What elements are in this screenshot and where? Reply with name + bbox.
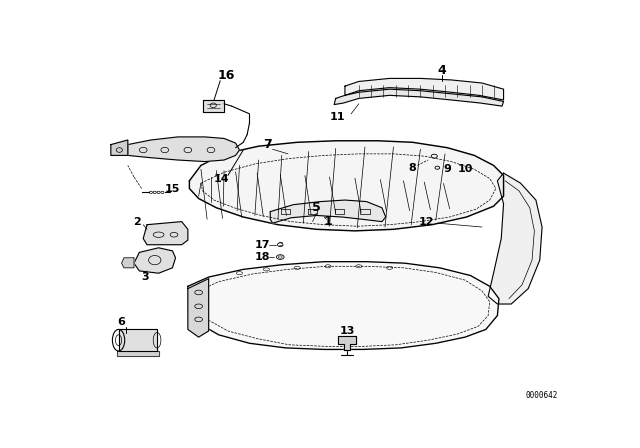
Text: 1: 1 [324,215,332,228]
Text: 6: 6 [118,317,125,327]
Text: 0000642: 0000642 [525,391,557,400]
Polygon shape [134,248,175,273]
Polygon shape [122,258,134,268]
Polygon shape [128,137,239,162]
Text: 17: 17 [255,240,270,250]
Polygon shape [334,89,504,106]
Polygon shape [143,222,188,245]
Polygon shape [204,100,224,112]
Text: 2: 2 [133,217,141,227]
Text: 3: 3 [141,272,148,282]
Text: 18: 18 [255,252,270,262]
Text: 9: 9 [444,164,451,174]
Text: 10: 10 [458,164,473,174]
Polygon shape [188,262,499,349]
Polygon shape [345,78,504,100]
Polygon shape [189,141,504,231]
Polygon shape [488,173,542,304]
Polygon shape [111,140,128,155]
Text: 5: 5 [312,201,321,214]
Polygon shape [188,279,209,337]
Text: 4: 4 [438,64,446,77]
Text: 7: 7 [264,138,272,151]
Polygon shape [118,329,157,351]
Text: 11: 11 [330,112,345,122]
Text: 14: 14 [214,173,230,184]
Text: 16: 16 [218,69,235,82]
Text: 13: 13 [340,326,355,336]
Text: 12: 12 [419,217,435,227]
Polygon shape [117,351,159,356]
Polygon shape [338,336,356,350]
Text: 8: 8 [409,163,417,173]
Polygon shape [270,200,386,223]
Text: 15: 15 [164,184,180,194]
